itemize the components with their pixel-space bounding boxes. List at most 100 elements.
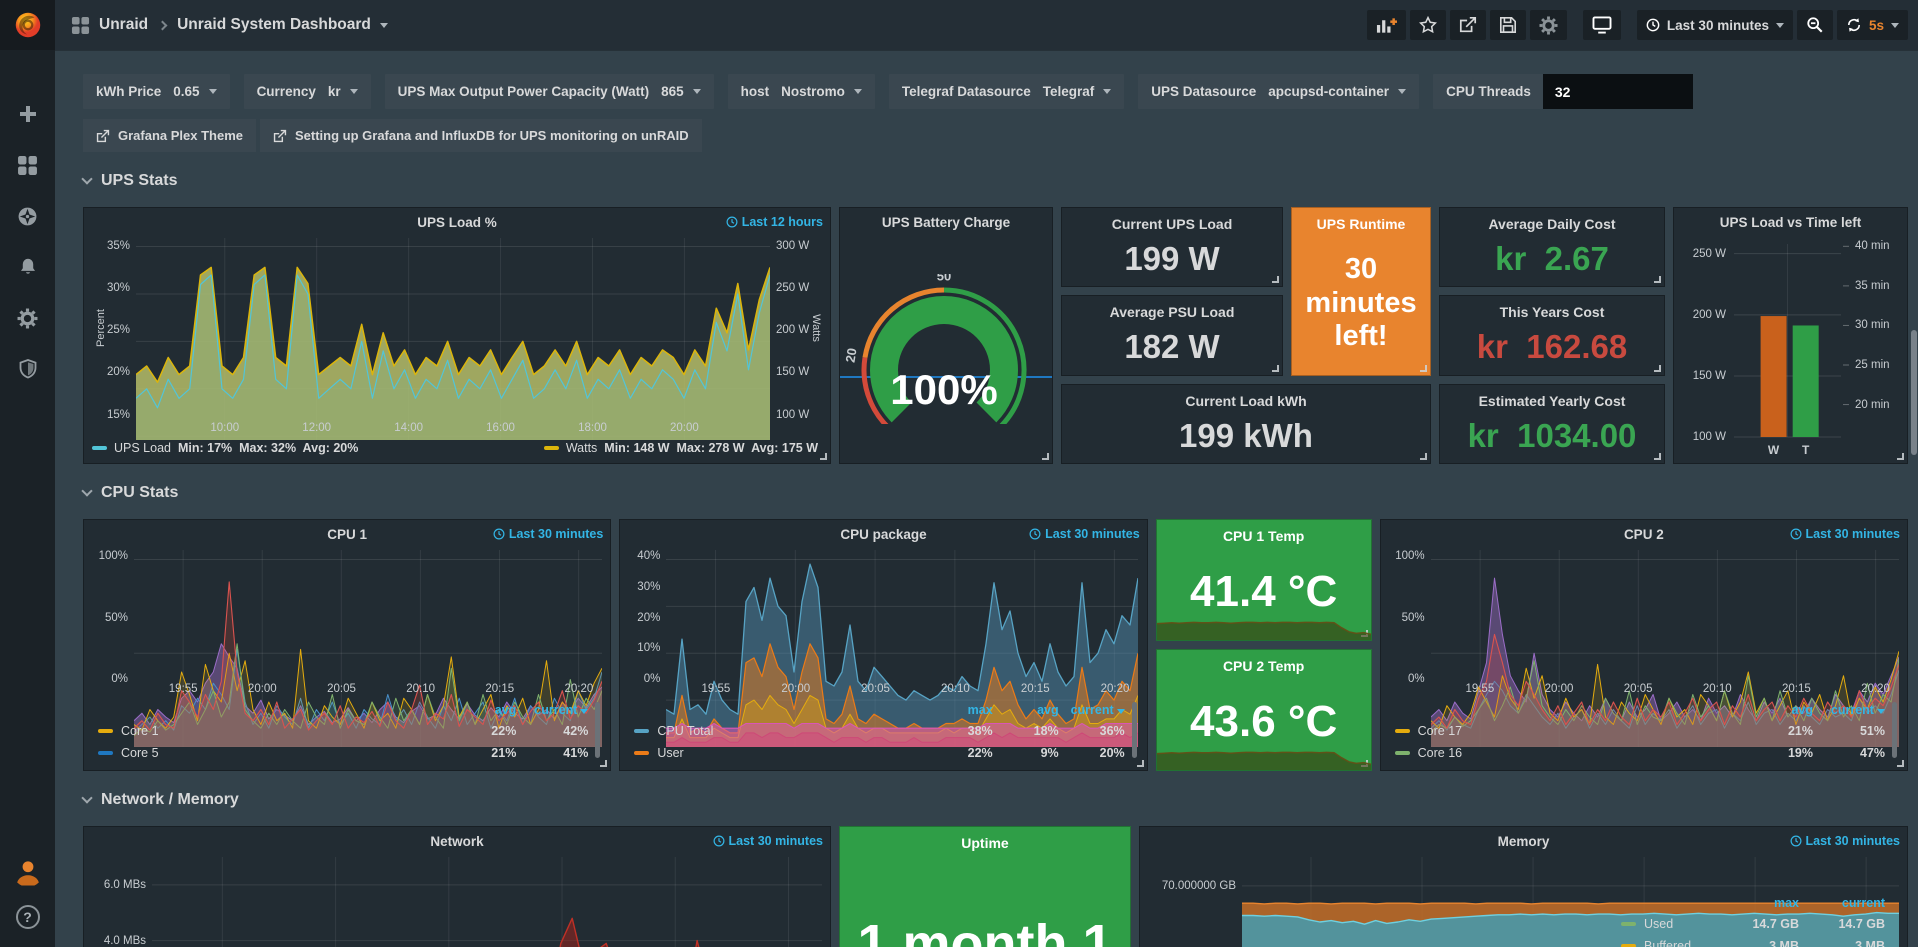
panel-title[interactable]: Network	[430, 834, 484, 849]
share-button[interactable]	[1449, 10, 1486, 40]
section-network-memory[interactable]: Network / Memory	[81, 787, 1908, 813]
panel-title[interactable]: CPU 1	[327, 527, 368, 542]
variable-host[interactable]: host Nostromo	[727, 74, 875, 109]
page-scrollbar-thumb[interactable]	[1911, 330, 1917, 455]
breadcrumb-root[interactable]: Unraid	[99, 16, 149, 33]
x-tick: 20:05	[1623, 683, 1653, 695]
y-tick: 0%	[111, 673, 128, 685]
panel-title[interactable]: UPS Load %	[417, 215, 497, 230]
legend-header: max avg current	[634, 700, 1124, 720]
legend-series-stats: Min: 17% Max: 32% Avg: 20%	[177, 441, 359, 455]
panel-time-label[interactable]: Last 30 minutes	[1029, 527, 1140, 541]
panel-resize-handle[interactable]	[1272, 276, 1279, 284]
legend-series[interactable]: UPS Load Min: 17% Max: 32% Avg: 20%	[92, 441, 358, 455]
link-grafana-plex-theme[interactable]: Grafana Plex Theme	[83, 119, 256, 152]
chevron-down-icon	[208, 89, 217, 94]
panel-resize-handle[interactable]	[600, 760, 608, 767]
legend-column-header[interactable]: max	[967, 703, 993, 717]
legend-column-header[interactable]: current	[1059, 703, 1125, 717]
help-icon[interactable]: ?	[15, 905, 40, 929]
legend-column-header[interactable]: current	[1841, 896, 1885, 910]
panel-resize-handle[interactable]	[1654, 364, 1661, 372]
server-admin-shield-icon[interactable]	[16, 357, 40, 381]
y-axis-title-right: Watts	[810, 314, 823, 342]
panel-time-label[interactable]: Last 30 minutes	[713, 834, 823, 848]
legend-series[interactable]: Watts Min: 148 W Max: 278 W Avg: 175 W	[543, 441, 818, 455]
panel-title[interactable]: CPU package	[840, 527, 927, 542]
x-tick: 20:00	[670, 422, 699, 434]
legend-series[interactable]: Core 16	[1394, 746, 1741, 760]
settings-gear-button[interactable]	[1529, 10, 1567, 40]
alerting-bell-icon[interactable]	[16, 255, 40, 279]
panel-resize-handle[interactable]	[1420, 453, 1427, 460]
zoom-out-button[interactable]	[1796, 10, 1833, 40]
time-range-picker[interactable]: Last 30 minutes	[1636, 10, 1793, 40]
panel-resize-handle[interactable]	[1420, 364, 1427, 372]
y-tick: 35%	[106, 239, 130, 252]
legend-scrollbar-thumb[interactable]	[595, 702, 601, 758]
external-link-icon	[96, 129, 110, 142]
panel-resize-handle[interactable]	[1654, 276, 1661, 284]
variable-ups-max-output[interactable]: UPS Max Output Power Capacity (Watt) 865	[384, 74, 714, 109]
legend-series[interactable]: Core 1	[98, 724, 444, 738]
y-axis-right: 300 W 250 W 200 W 150 W 100 W	[770, 238, 822, 421]
clock-icon	[1029, 528, 1041, 540]
section-cpu-stats[interactable]: CPU Stats	[81, 480, 1908, 506]
panel-resize-handle[interactable]	[1897, 453, 1904, 460]
legend-column-header[interactable]: avg	[494, 703, 517, 717]
panel-title[interactable]: UPS Battery Charge	[881, 215, 1011, 230]
y-tick: 40 min	[1855, 240, 1890, 253]
legend-series[interactable]: User	[634, 746, 926, 760]
cycle-view-monitor-button[interactable]	[1582, 10, 1621, 40]
legend-series[interactable]: Core 17	[1394, 724, 1741, 738]
panel-time-label[interactable]: Last 30 minutes	[493, 527, 603, 541]
refresh-picker[interactable]: 5s	[1836, 10, 1908, 40]
panel-title[interactable]: UPS Load vs Time left	[1719, 215, 1862, 230]
legend-scrollbar-thumb[interactable]	[1891, 702, 1897, 758]
legend-series[interactable]: Core 5	[98, 746, 444, 760]
cpu-threads-input[interactable]	[1542, 74, 1693, 109]
legend-column-header[interactable]: avg	[1037, 703, 1059, 717]
user-avatar[interactable]	[13, 857, 43, 887]
legend-scrollbar-thumb[interactable]	[1131, 702, 1137, 758]
dashboard-title[interactable]: Unraid System Dashboard	[177, 16, 371, 33]
link-ups-monitoring-guide[interactable]: Setting up Grafana and InfluxDB for UPS …	[260, 119, 702, 152]
chart-legend: max current Used 14.7 GB 14.7 GB Buffered 3 MB…	[1611, 857, 1899, 947]
legend-column-header[interactable]: avg	[1791, 703, 1813, 717]
panel-time-label[interactable]: Last 12 hours	[726, 215, 823, 229]
panel-resize-handle[interactable]	[1272, 364, 1279, 372]
add-panel-button[interactable]	[1366, 10, 1406, 40]
legend-column-header[interactable]: current	[1813, 703, 1885, 717]
dashboards-icon[interactable]	[16, 153, 40, 177]
legend-series[interactable]: Buffered	[1621, 939, 1713, 947]
panel-time-label[interactable]: Last 30 minutes	[1790, 527, 1900, 541]
variable-ups-datasource[interactable]: UPS Datasource apcupsd-container	[1138, 74, 1420, 109]
panel-resize-handle[interactable]	[1136, 760, 1144, 767]
create-icon[interactable]	[16, 102, 40, 126]
panel-resize-handle[interactable]	[1654, 453, 1661, 460]
variable-telegraf-datasource[interactable]: Telegraf Datasource Telegraf	[888, 74, 1125, 109]
explore-compass-icon[interactable]	[16, 204, 40, 228]
configuration-gear-icon[interactable]	[16, 306, 40, 330]
grafana-logo-icon[interactable]	[0, 0, 55, 50]
variable-currency[interactable]: Currency kr	[243, 74, 371, 109]
y-tick: 200 W	[776, 324, 810, 337]
legend-column-header[interactable]: current	[516, 703, 588, 717]
legend-series[interactable]: CPU Total	[634, 724, 926, 738]
dashboard-dropdown-caret-icon[interactable]	[379, 22, 388, 28]
panel-resize-handle[interactable]	[1896, 760, 1904, 767]
variable-kwh-price[interactable]: kWh Price 0.65	[83, 74, 230, 109]
star-button[interactable]	[1409, 10, 1446, 40]
legend-column-header[interactable]: max	[1773, 896, 1799, 910]
panel-resize-handle[interactable]	[1042, 453, 1049, 460]
clock-icon	[493, 528, 505, 540]
panel-memory: Memory Last 30 minutes 70.000000 GB60.00…	[1139, 826, 1908, 947]
variable-label: kWh Price	[96, 84, 162, 99]
panel-title[interactable]: Memory	[1497, 834, 1550, 849]
panel-title[interactable]: CPU 2	[1623, 527, 1664, 542]
panel-time-label[interactable]: Last 30 minutes	[1790, 834, 1900, 848]
save-button[interactable]	[1489, 10, 1526, 40]
panel-resize-handle[interactable]	[820, 453, 827, 460]
section-ups-stats[interactable]: UPS Stats	[81, 168, 1908, 194]
legend-series[interactable]: Used	[1621, 917, 1713, 931]
